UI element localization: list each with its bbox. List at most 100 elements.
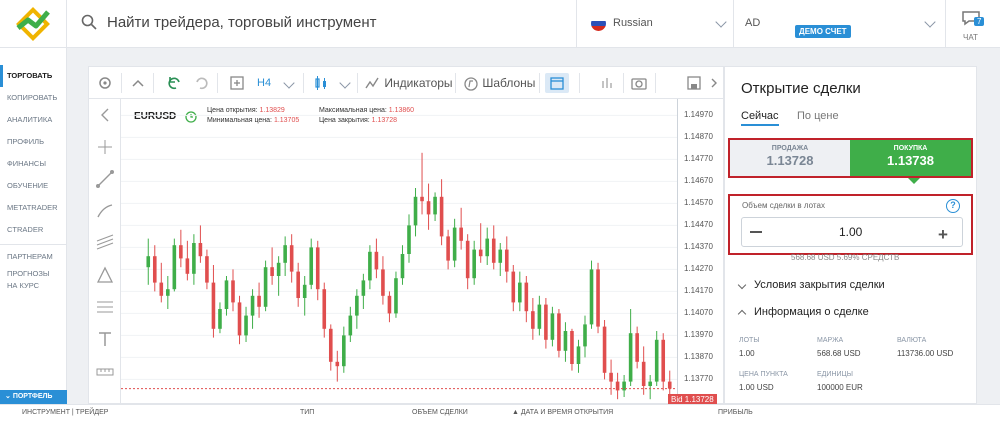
candle-body <box>192 243 196 274</box>
deal-info-toggle[interactable]: Информация о сделке <box>737 306 869 319</box>
minus-icon[interactable] <box>750 231 762 233</box>
column-profit[interactable]: ПРИБЫЛЬ <box>718 409 753 416</box>
candle <box>628 309 633 386</box>
account-selector[interactable]: AD ДЕМО СЧЕТ <box>734 0 946 48</box>
panel-title: Открытие сделки <box>741 80 861 97</box>
column-volume[interactable]: ОБЪЕМ СДЕЛКИ <box>412 409 468 416</box>
chevron-down-icon <box>715 16 727 28</box>
candle-body <box>296 271 300 298</box>
brush-icon[interactable] <box>95 201 115 221</box>
language-selector[interactable]: Russian <box>577 0 734 48</box>
trend-line-icon[interactable] <box>95 169 115 189</box>
sidebar-item-metatrader[interactable]: METATRADER <box>7 203 58 212</box>
candle <box>172 238 177 292</box>
indicators-label: Индикаторы <box>384 76 453 90</box>
sidebar-item-finance[interactable]: ФИНАНСЫ <box>7 159 46 168</box>
chevron-down-icon: ⌄ <box>5 393 13 400</box>
sidebar-item-ctrader[interactable]: CTRADER <box>7 225 44 234</box>
search-input[interactable]: Найти трейдера, торговый инструмент <box>107 14 377 31</box>
candle-body <box>172 245 177 290</box>
search-bar[interactable]: Найти трейдера, торговый инструмент <box>67 0 577 48</box>
column-instrument[interactable]: ИНСТРУМЕНТ | ТРЕЙДЕР <box>22 409 109 416</box>
candle <box>152 245 157 292</box>
candle-body <box>635 333 639 362</box>
indicators-button[interactable]: Индикаторы <box>365 73 453 93</box>
tab-now[interactable]: Сейчас <box>741 110 779 126</box>
save-icon[interactable] <box>687 73 701 93</box>
sidebar-item-trade[interactable]: ТОРГОВАТЬ <box>0 65 67 87</box>
candle <box>667 370 672 397</box>
templates-button[interactable]: Шаблоны <box>463 73 535 93</box>
fibonacci-icon[interactable] <box>95 297 115 317</box>
candle <box>355 289 359 329</box>
chevron-down-icon[interactable] <box>339 77 351 89</box>
candle <box>179 229 183 268</box>
detail-value: 1.00 USD <box>739 383 774 392</box>
volume-value[interactable]: 1.00 <box>839 225 863 239</box>
sell-button[interactable]: ПРОДАЖА 1.13728 <box>730 140 850 176</box>
help-icon[interactable]: ? <box>946 199 960 213</box>
logo[interactable] <box>0 0 67 48</box>
candle-body <box>315 247 320 290</box>
calendar-icon[interactable] <box>545 73 569 93</box>
candle <box>381 256 385 305</box>
sidebar-item-partners[interactable]: ПАРТНЕРАМ <box>7 252 53 261</box>
volume-stepper[interactable]: 1.00 + <box>741 217 963 247</box>
sidebar-divider <box>0 244 67 245</box>
sidebar-item-forecasts[interactable]: ПРОГНОЗЫ <box>7 269 50 278</box>
buy-button[interactable]: ПОКУПКА 1.13738 <box>850 140 971 176</box>
sidebar-item-copy[interactable]: КОПИРОВАТЬ <box>7 93 58 102</box>
chevron-up-icon[interactable] <box>131 73 145 93</box>
y-tick-label: 1.14870 <box>684 132 713 142</box>
account-name: AD <box>745 17 761 29</box>
ruler-icon[interactable] <box>95 361 115 381</box>
column-open-time[interactable]: ▲ ДАТА И ВРЕМЯ ОТКРЫТИЯ <box>512 409 614 416</box>
ohlc-close: Цена закрытия: 1.13728 <box>319 117 397 124</box>
crosshair-icon[interactable] <box>95 137 115 157</box>
sidebar-item-profile[interactable]: ПРОФИЛЬ <box>7 137 44 146</box>
candles-icon[interactable] <box>313 73 329 93</box>
chevron-right-icon[interactable] <box>709 73 719 93</box>
close-conditions-toggle[interactable]: Условия закрытия сделки <box>737 279 885 291</box>
text-tool-icon[interactable] <box>95 329 115 349</box>
candle <box>185 240 190 281</box>
toolbar-divider <box>303 73 304 93</box>
sidebar-item-analytics[interactable]: АНАЛИТИКА <box>7 115 53 124</box>
chat-button[interactable]: 7 ЧАТ <box>946 0 1000 48</box>
sell-label: ПРОДАЖА <box>771 145 809 152</box>
volume-bars-icon[interactable] <box>599 73 615 93</box>
pattern-icon[interactable] <box>95 265 115 285</box>
toolbar-divider <box>121 73 122 93</box>
portfolio-label: ПОРТФЕЛЬ <box>12 393 53 400</box>
detail-value: 100000 EUR <box>817 383 863 392</box>
candle-body <box>355 295 359 316</box>
chevron-down-icon[interactable] <box>283 77 295 89</box>
settings-icon[interactable] <box>97 73 113 93</box>
candle <box>413 188 418 237</box>
candle <box>368 245 372 290</box>
portfolio-tab[interactable]: ⌄ ПОРТФЕЛЬ <box>0 390 67 404</box>
candle-body <box>244 315 248 336</box>
timeframe-selector[interactable]: H4 <box>257 77 272 89</box>
candle <box>146 238 151 285</box>
add-icon[interactable] <box>229 73 245 93</box>
redo-icon[interactable] <box>193 73 209 93</box>
chat-icon <box>962 11 980 26</box>
sell-buy-group: ПРОДАЖА 1.13728 ПОКУПКА 1.13738 <box>728 138 973 178</box>
candle-body <box>518 282 522 303</box>
toolbar-divider <box>455 73 456 93</box>
tab-by-price[interactable]: По цене <box>797 110 839 122</box>
toolbar-divider <box>579 73 580 93</box>
candle <box>491 225 496 270</box>
plus-icon[interactable]: + <box>938 225 948 244</box>
channel-icon[interactable] <box>95 233 115 253</box>
back-arrow-icon[interactable] <box>95 105 115 125</box>
camera-icon[interactable] <box>631 73 647 93</box>
candlestick-chart[interactable] <box>121 99 677 403</box>
column-type[interactable]: ТИП <box>300 409 315 416</box>
undo-icon[interactable] <box>167 73 183 93</box>
chat-label: ЧАТ <box>963 33 978 42</box>
sidebar-item-education[interactable]: ОБУЧЕНИЕ <box>7 181 49 190</box>
candle-body <box>407 225 411 254</box>
candle <box>296 262 300 307</box>
